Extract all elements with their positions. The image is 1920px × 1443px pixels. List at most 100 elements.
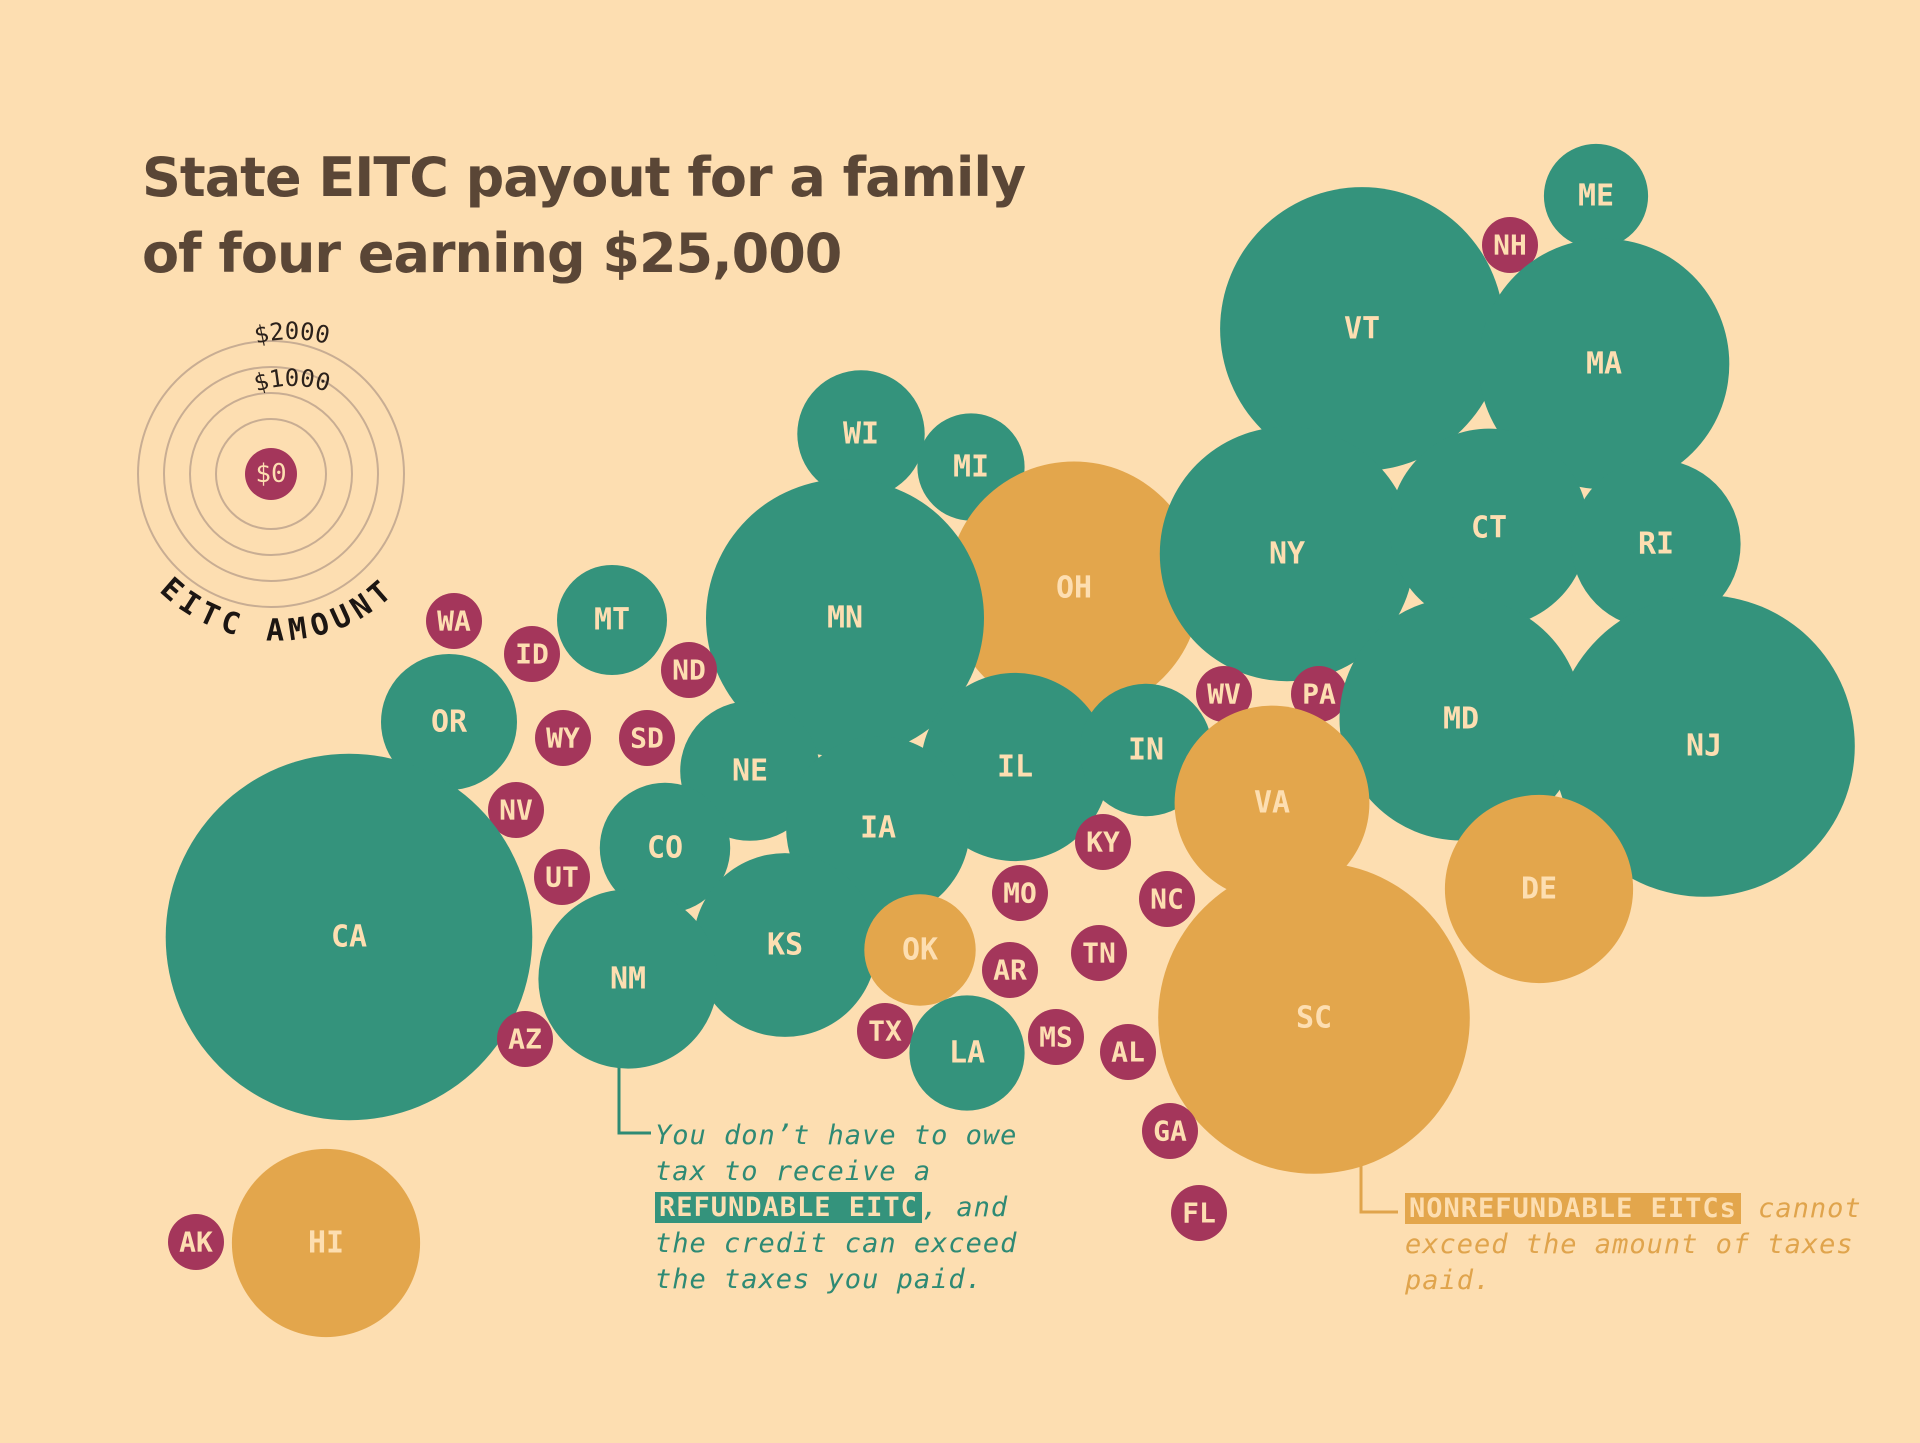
bubble-ar bbox=[982, 942, 1038, 998]
bubble-nh bbox=[1482, 217, 1538, 273]
refundable-annotation-post: , and the credit can exceed the taxes yo… bbox=[655, 1192, 1018, 1295]
state-label-mi: MI bbox=[953, 450, 989, 485]
state-label-ga: GA bbox=[1153, 1115, 1187, 1148]
bubble-wv bbox=[1196, 666, 1252, 722]
bubble-id bbox=[504, 626, 560, 682]
bubble-wa bbox=[426, 593, 482, 649]
state-label-ok: OK bbox=[902, 933, 938, 968]
state-label-va: VA bbox=[1254, 786, 1290, 821]
bubble-ms bbox=[1028, 1009, 1084, 1065]
bubble-nm bbox=[538, 889, 718, 1069]
state-label-nv: NV bbox=[499, 794, 533, 827]
nonrefundable-leader-line bbox=[1359, 1151, 1398, 1214]
bubble-de bbox=[1444, 794, 1634, 984]
legend-ring-outer bbox=[137, 340, 405, 608]
state-label-ut: UT bbox=[545, 861, 579, 894]
state-label-ks: KS bbox=[767, 928, 803, 963]
state-label-ny: NY bbox=[1269, 537, 1305, 572]
legend-ring-2000 bbox=[163, 366, 379, 582]
bubble-sc bbox=[1158, 862, 1470, 1174]
bubble-oh bbox=[947, 461, 1201, 715]
state-label-ca: CA bbox=[331, 920, 367, 955]
bubble-sd bbox=[619, 710, 675, 766]
state-label-ri: RI bbox=[1638, 527, 1674, 562]
refundable-annotation: You don’t have to owe tax to receive a R… bbox=[655, 1118, 1075, 1298]
bubble-hi bbox=[231, 1148, 421, 1338]
state-label-tx: TX bbox=[868, 1015, 902, 1048]
state-label-sc: SC bbox=[1296, 1001, 1332, 1036]
nonrefundable-annotation: NONREFUNDABLE EITCs cannot exceed the am… bbox=[1405, 1191, 1865, 1299]
chart-title: State EITC payout for a family of four e… bbox=[142, 146, 1026, 285]
state-label-me: ME bbox=[1578, 179, 1614, 214]
bubble-mo bbox=[992, 865, 1048, 921]
state-label-co: CO bbox=[647, 831, 683, 866]
bubble-va bbox=[1174, 705, 1370, 901]
state-label-de: DE bbox=[1521, 872, 1557, 907]
bubble-nd bbox=[661, 642, 717, 698]
state-label-vt: VT bbox=[1344, 312, 1380, 347]
state-label-il: IL bbox=[997, 750, 1033, 785]
state-label-nj: NJ bbox=[1686, 729, 1722, 764]
bubble-ne bbox=[680, 701, 820, 841]
state-label-tn: TN bbox=[1082, 937, 1116, 970]
bubble-pa bbox=[1291, 666, 1347, 722]
bubble-me bbox=[1543, 143, 1649, 249]
bubble-ak bbox=[168, 1214, 224, 1270]
state-label-ky: KY bbox=[1086, 826, 1120, 859]
bubble-nj bbox=[1553, 595, 1855, 897]
legend-ring-1000 bbox=[215, 418, 327, 530]
state-label-nm: NM bbox=[610, 962, 646, 997]
state-label-md: MD bbox=[1443, 702, 1479, 737]
bubble-md bbox=[1339, 597, 1583, 841]
state-label-nd: ND bbox=[672, 654, 706, 687]
refundable-leader-line bbox=[617, 1055, 651, 1135]
legend-ring-middle bbox=[189, 392, 353, 556]
legend-label-2000: $2000 bbox=[252, 317, 333, 349]
state-label-nc: NC bbox=[1150, 883, 1184, 916]
bubble-ga bbox=[1142, 1103, 1198, 1159]
bubble-ct bbox=[1389, 428, 1589, 628]
bubble-ca bbox=[165, 753, 533, 1121]
state-label-az: AZ bbox=[508, 1023, 542, 1056]
bubble-or bbox=[381, 654, 517, 790]
refundable-annotation-pre: You don’t have to owe tax to receive a bbox=[655, 1120, 1018, 1187]
state-label-in: IN bbox=[1128, 733, 1164, 768]
bubble-wy bbox=[535, 710, 591, 766]
state-label-al: AL bbox=[1111, 1036, 1145, 1069]
bubble-ok bbox=[864, 894, 976, 1006]
bubble-vt bbox=[1220, 187, 1504, 471]
state-label-ar: AR bbox=[993, 954, 1027, 987]
legend-label-0: $0 bbox=[255, 459, 286, 489]
bubble-fl bbox=[1171, 1185, 1227, 1241]
state-label-oh: OH bbox=[1056, 571, 1092, 606]
state-label-mt: MT bbox=[594, 603, 630, 638]
bubble-mt bbox=[557, 565, 667, 675]
bubble-mn bbox=[706, 479, 984, 757]
state-label-or: OR bbox=[431, 705, 468, 740]
bubble-ks bbox=[693, 853, 877, 1037]
state-label-wv: WV bbox=[1207, 678, 1241, 711]
state-label-wi: WI bbox=[843, 417, 879, 452]
bubble-ky bbox=[1075, 814, 1131, 870]
nonrefundable-annotation-post: cannot exceed the amount of taxes paid. bbox=[1405, 1193, 1862, 1296]
bubble-al bbox=[1100, 1024, 1156, 1080]
state-label-fl: FL bbox=[1182, 1197, 1216, 1230]
state-label-ct: CT bbox=[1471, 511, 1507, 546]
state-label-wa: WA bbox=[437, 605, 471, 638]
bubble-nc bbox=[1139, 871, 1195, 927]
bubble-tn bbox=[1071, 925, 1127, 981]
size-legend: $2000 $1000 $0 EITC AMOUNT bbox=[137, 317, 405, 648]
bubble-ma bbox=[1478, 238, 1730, 490]
state-label-ne: NE bbox=[732, 754, 768, 789]
state-label-mn: MN bbox=[827, 601, 863, 636]
bubble-wi bbox=[797, 370, 925, 498]
bubble-tx bbox=[857, 1003, 913, 1059]
state-label-ms: MS bbox=[1039, 1021, 1073, 1054]
refundable-highlight: REFUNDABLE EITC bbox=[655, 1192, 922, 1223]
bubble-co bbox=[599, 782, 731, 914]
bubble-ri bbox=[1571, 459, 1741, 629]
bubble-az bbox=[497, 1011, 553, 1067]
bubble-la bbox=[909, 995, 1025, 1111]
